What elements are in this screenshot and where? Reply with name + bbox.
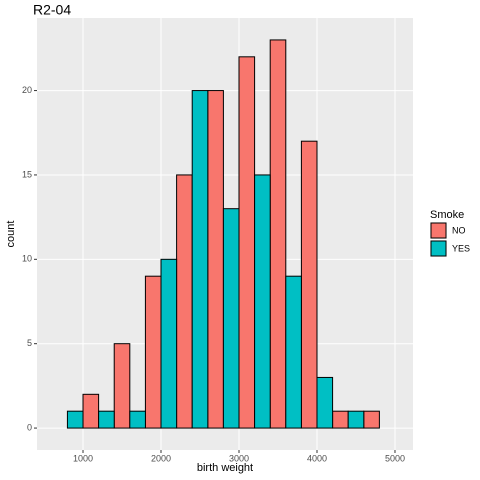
bar xyxy=(238,56,256,429)
bar xyxy=(332,410,349,429)
y-tick-label: 0 xyxy=(27,422,32,432)
x-tick-label: 5000 xyxy=(385,453,405,463)
bar xyxy=(98,410,115,429)
y-tick-label: 15 xyxy=(22,169,32,179)
bar xyxy=(222,208,240,429)
x-tick-label: 2000 xyxy=(151,453,171,463)
bar xyxy=(285,275,302,429)
bar xyxy=(316,376,334,429)
y-tick-label: 5 xyxy=(27,338,32,348)
bar xyxy=(347,410,365,429)
legend-swatch xyxy=(430,222,447,239)
bar xyxy=(269,39,287,429)
bar xyxy=(176,174,193,429)
bar xyxy=(207,90,224,429)
bar xyxy=(254,174,271,429)
legend-swatch xyxy=(430,240,447,257)
y-tick-label: 20 xyxy=(22,85,32,95)
y-tick-label: 10 xyxy=(22,254,32,264)
legend-label: NO xyxy=(452,225,466,235)
x-axis-title: birth weight xyxy=(197,462,253,474)
x-tick-label: 3000 xyxy=(229,453,249,463)
x-tick-label: 1000 xyxy=(73,453,93,463)
bar xyxy=(363,410,380,429)
bar xyxy=(113,343,131,429)
bar xyxy=(300,140,318,429)
legend-label: YES xyxy=(452,243,470,253)
x-tick-label: 4000 xyxy=(307,453,327,463)
bar xyxy=(82,393,100,429)
y-axis-title: count xyxy=(5,221,17,248)
bar xyxy=(160,258,178,429)
bar xyxy=(66,410,84,429)
legend-title: Smoke xyxy=(430,209,464,221)
bar xyxy=(129,410,146,429)
bar xyxy=(191,90,209,429)
bar xyxy=(144,275,162,429)
chart-title: R2-04 xyxy=(33,2,71,18)
